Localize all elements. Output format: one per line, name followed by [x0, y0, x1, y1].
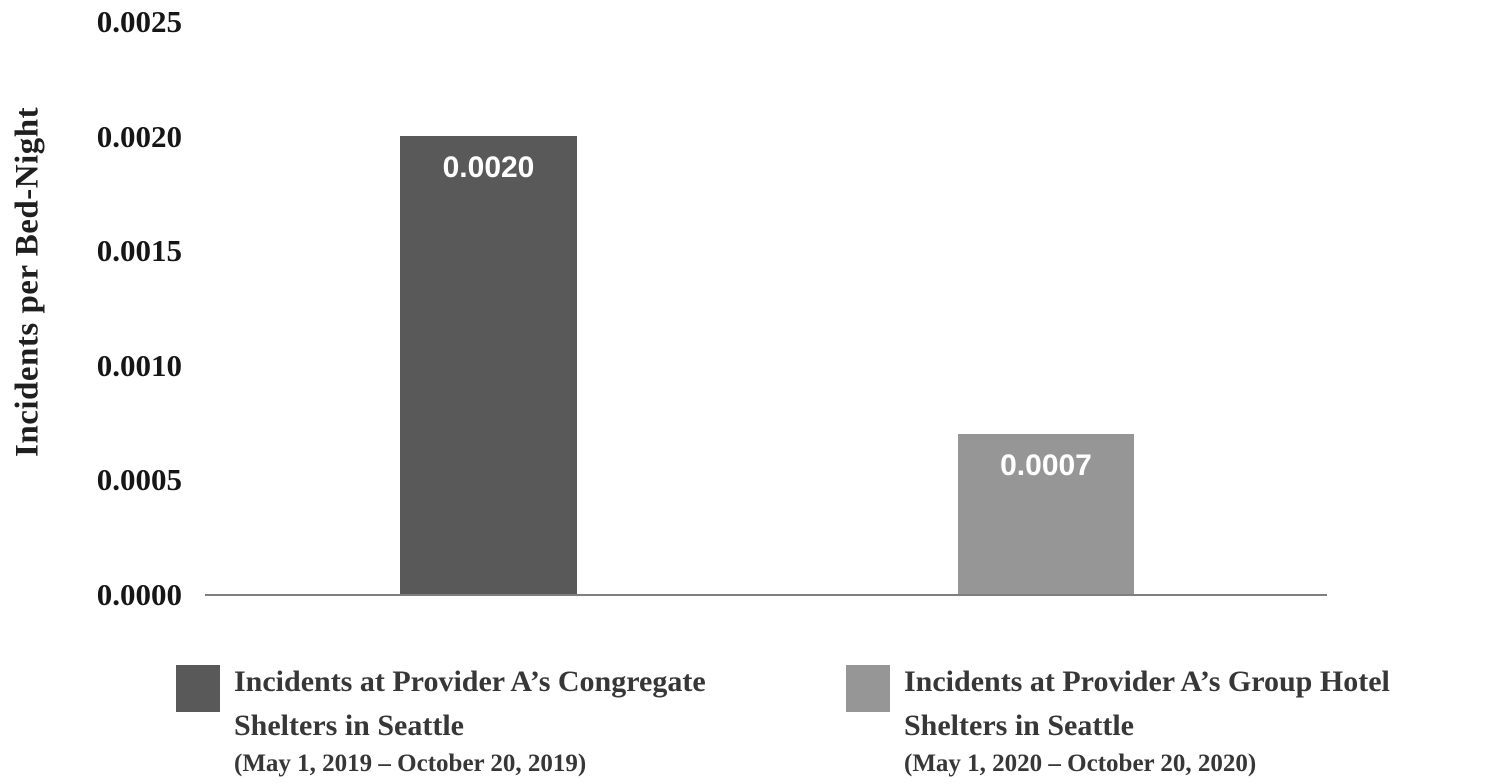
- y-tick-label-0.0005: 0.0005: [96, 462, 182, 497]
- y-tick-label-0.0025: 0.0025: [96, 4, 182, 39]
- bar-congregate-shelters: 0.0020: [400, 136, 577, 594]
- bar-group-hotel-shelters: 0.0007: [958, 434, 1134, 594]
- bar-value-label-congregate: 0.0020: [442, 151, 535, 184]
- legend-sublabel-group-hotel-dates: (May 1, 2020 – October 20, 2020): [904, 750, 1257, 777]
- legend-text-group-hotel: Incidents at Provider A’s Group Hotel Sh…: [904, 660, 1500, 780]
- x-axis-line: [205, 594, 1327, 596]
- legend-sublabel-congregate-dates: (May 1, 2019 – October 20, 2019): [234, 750, 587, 777]
- legend-label-group-hotel: Incidents at Provider A’s Group Hotel Sh…: [904, 665, 1390, 742]
- y-tick-label-0.0015: 0.0015: [96, 233, 182, 268]
- legend-label-congregate: Incidents at Provider A’s Congregate She…: [234, 665, 706, 742]
- legend-swatch-congregate: [176, 665, 220, 712]
- y-tick-label-0.0010: 0.0010: [96, 348, 182, 383]
- bar-value-label-group-hotel: 0.0007: [1000, 449, 1092, 482]
- y-axis-ticks: 0.0000 0.0005 0.0010 0.0015 0.0020 0.002…: [0, 0, 182, 784]
- legend-text-congregate: Incidents at Provider A’s Congregate She…: [234, 660, 794, 780]
- y-tick-label-0.0020: 0.0020: [96, 119, 182, 154]
- y-tick-label-0.0000: 0.0000: [96, 577, 182, 612]
- legend-swatch-group-hotel: [846, 665, 890, 712]
- legend-entry-group-hotel: Incidents at Provider A’s Group Hotel Sh…: [846, 660, 1500, 780]
- legend-entry-congregate: Incidents at Provider A’s Congregate She…: [176, 660, 794, 780]
